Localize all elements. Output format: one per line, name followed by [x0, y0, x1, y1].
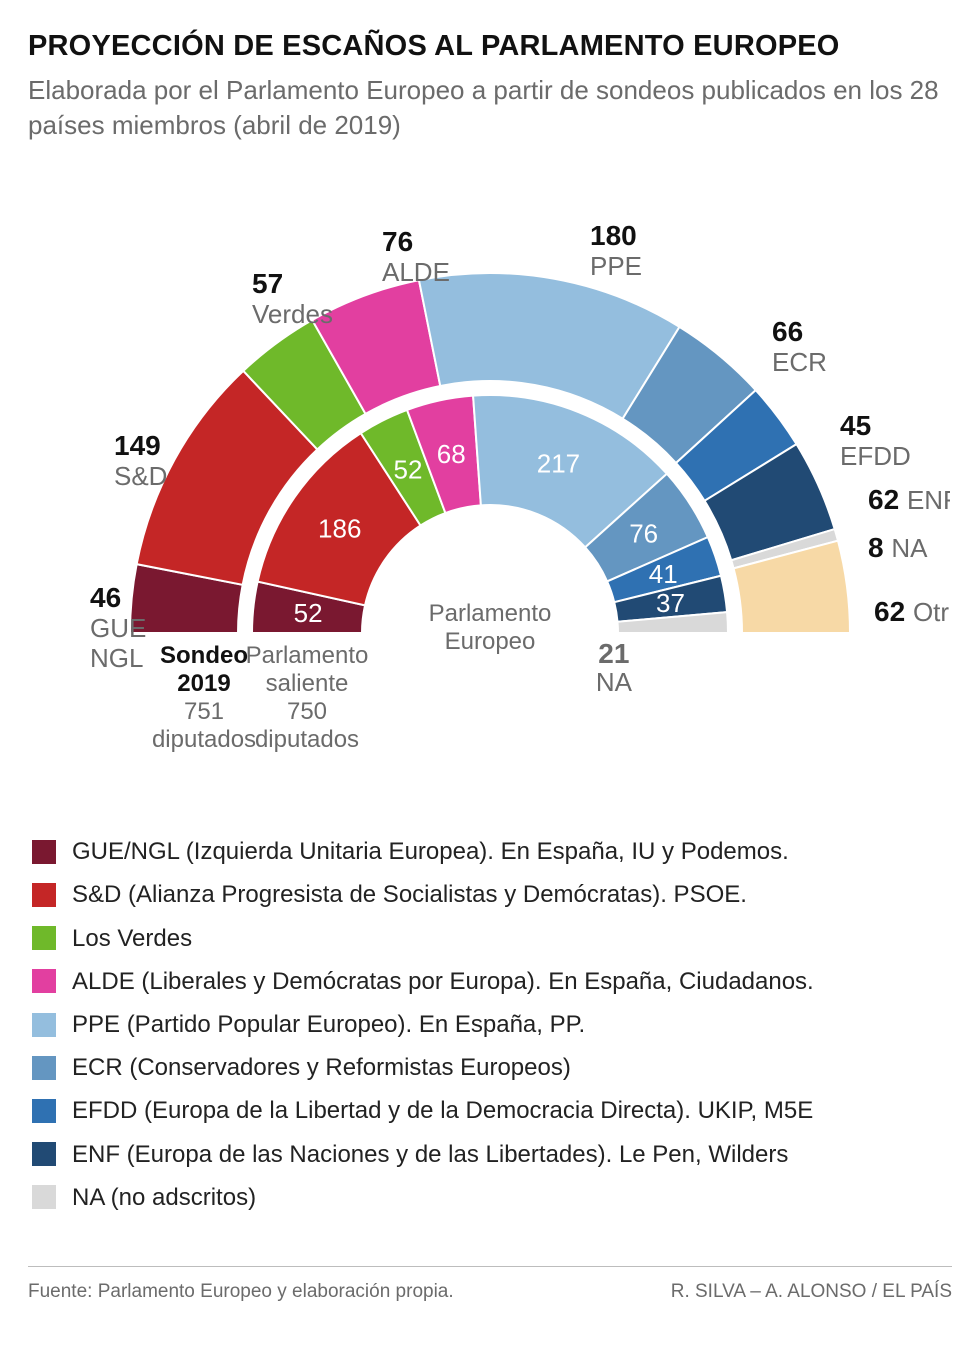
legend-text: GUE/NGL (Izquierda Unitaria Europea). En…	[72, 833, 789, 870]
legend-swatch	[32, 1142, 56, 1166]
outer-label-ecr: 66	[772, 316, 803, 347]
legend-swatch	[32, 926, 56, 950]
legend-swatch	[32, 969, 56, 993]
legend-item: ALDE (Liberales y Demócratas por Europa)…	[32, 963, 952, 1000]
legend-item: EFDD (Europa de la Libertad y de la Demo…	[32, 1092, 952, 1129]
inner-ring-sub: 750	[287, 698, 327, 725]
outer-label-ecr: ECR	[772, 347, 827, 377]
outer-label-gue: GUE	[90, 613, 146, 643]
inner-value-gue: 52	[294, 598, 323, 628]
chart-subtitle: Elaborada por el Parlamento Europeo a pa…	[28, 73, 952, 143]
inner-value-ppe: 217	[537, 448, 580, 478]
outer-label-sd: 149	[114, 430, 161, 461]
center-label: Europeo	[445, 628, 536, 655]
inner-value-enf: 37	[656, 588, 685, 618]
outer-label-otros: 62 Otros	[874, 596, 950, 627]
outer-label-gue: NGL	[90, 643, 143, 673]
legend-text: S&D (Alianza Progresista de Socialistas …	[72, 876, 747, 913]
legend-item: S&D (Alianza Progresista de Socialistas …	[32, 876, 952, 913]
center-label: Parlamento	[429, 600, 552, 627]
outer-label-gue: 46	[90, 582, 121, 613]
legend-swatch	[32, 883, 56, 907]
legend-text: NA (no adscritos)	[72, 1179, 256, 1216]
outer-label-verdes: Verdes	[252, 299, 333, 329]
legend-text: PPE (Partido Popular Europeo). En España…	[72, 1006, 585, 1043]
chart-footer: Fuente: Parlamento Europeo y elaboración…	[28, 1266, 952, 1303]
outer-ring-sub: diputados	[152, 726, 256, 753]
source-text: Fuente: Parlamento Europeo y elaboración…	[28, 1281, 454, 1303]
inner-value-alde: 68	[437, 439, 466, 469]
inner-ring-sub: diputados	[255, 726, 359, 753]
outer-ring-title: 2019	[177, 670, 230, 697]
legend-item: NA (no adscritos)	[32, 1179, 952, 1216]
legend-item: GUE/NGL (Izquierda Unitaria Europea). En…	[32, 833, 952, 870]
outer-label-alde: ALDE	[382, 257, 450, 287]
legend-item: ECR (Conservadores y Reformistas Europeo…	[32, 1049, 952, 1086]
outer-label-efdd: EFDD	[840, 441, 911, 471]
outer-label-efdd: 45	[840, 410, 871, 441]
outer-label-ppe: PPE	[590, 251, 642, 281]
hemicycle-chart: 52 186 52 68 217 76 4137 21NA 46GUENGL 149S&D 57Ve…	[30, 173, 950, 793]
inner-value-sd: 186	[318, 514, 361, 544]
outer-ring-title: Sondeo	[160, 642, 248, 669]
inner-label-na: NA	[596, 667, 633, 697]
legend-text: ALDE (Liberales y Demócratas por Europa)…	[72, 963, 814, 1000]
inner-value-efdd: 41	[649, 559, 678, 589]
credit-text: R. SILVA – A. ALONSO / EL PAÍS	[671, 1281, 952, 1303]
legend-item: Los Verdes	[32, 920, 952, 957]
outer-ring-sub: 751	[184, 698, 224, 725]
outer-label-alde: 76	[382, 226, 413, 257]
inner-ring-title: Parlamento	[246, 642, 369, 669]
legend-swatch	[32, 1185, 56, 1209]
outer-label-verdes: 57	[252, 268, 283, 299]
legend-item: PPE (Partido Popular Europeo). En España…	[32, 1006, 952, 1043]
outer-label-ppe: 180	[590, 220, 637, 251]
legend-swatch	[32, 840, 56, 864]
inner-ring-title: saliente	[266, 670, 349, 697]
legend-swatch	[32, 1099, 56, 1123]
legend-text: ENF (Europa de las Naciones y de las Lib…	[72, 1136, 788, 1173]
legend-swatch	[32, 1056, 56, 1080]
inner-value-na: 21	[598, 638, 629, 669]
chart-title: PROYECCIÓN DE ESCAÑOS AL PARLAMENTO EURO…	[28, 30, 952, 63]
inner-value-ecr: 76	[629, 519, 658, 549]
outer-label-enf: 62 ENF	[868, 484, 950, 515]
legend-text: ECR (Conservadores y Reformistas Europeo…	[72, 1049, 571, 1086]
outer-label-sd: S&D	[114, 461, 167, 491]
legend-text: EFDD (Europa de la Libertad y de la Demo…	[72, 1092, 813, 1129]
inner-value-verdes: 52	[393, 455, 422, 485]
legend-swatch	[32, 1013, 56, 1037]
legend: GUE/NGL (Izquierda Unitaria Europea). En…	[32, 833, 952, 1216]
outer-label-na: 8 NA	[868, 532, 928, 563]
legend-item: ENF (Europa de las Naciones y de las Lib…	[32, 1136, 952, 1173]
legend-text: Los Verdes	[72, 920, 192, 957]
